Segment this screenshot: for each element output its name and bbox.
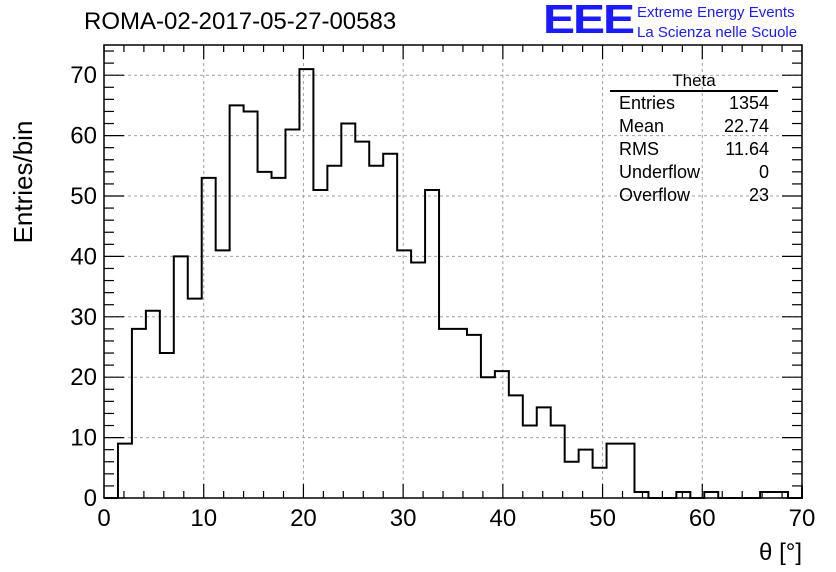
y-tick-label: 70 xyxy=(70,62,97,89)
x-tick-label: 50 xyxy=(589,505,616,532)
page-title: ROMA-02-2017-05-27-00583 xyxy=(84,8,397,35)
plot-frame xyxy=(103,44,803,499)
logo-line-1: Extreme Energy Events xyxy=(637,4,795,21)
x-tick-label: 0 xyxy=(97,505,110,532)
x-tick-label: 30 xyxy=(390,505,417,532)
stats-value: 0 xyxy=(758,162,769,182)
histogram-series xyxy=(104,68,803,499)
stats-row: RMS 11.64 xyxy=(610,138,778,161)
stats-value: 11.64 xyxy=(725,139,769,159)
stats-label: RMS xyxy=(619,139,659,159)
stats-title: Theta xyxy=(610,72,778,92)
y-tick-label: 10 xyxy=(70,425,97,452)
y-tick-label: 0 xyxy=(84,485,97,512)
stats-label: Overflow xyxy=(619,185,691,205)
y-tick-label: 30 xyxy=(70,304,97,331)
stats-value: 23 xyxy=(748,185,769,205)
stats-label: Underflow xyxy=(619,162,701,182)
x-tick-label: 60 xyxy=(689,505,716,532)
y-axis-label: Entries/bin xyxy=(8,121,38,244)
x-tick-label: 10 xyxy=(190,505,217,532)
stats-row: Entries 1354 xyxy=(610,92,778,115)
stats-row: Underflow 0 xyxy=(610,161,778,184)
x-tick-label: 70 xyxy=(789,505,816,532)
stats-label: Mean xyxy=(619,116,665,136)
y-tick-label: 20 xyxy=(70,364,97,391)
grid-lines xyxy=(104,45,802,498)
stats-row: Mean 22.74 xyxy=(610,115,778,138)
stats-value: 22.74 xyxy=(723,116,769,136)
eee-logo: EEE xyxy=(543,0,635,43)
y-tick-labels: 0 10 20 30 40 50 60 70 xyxy=(70,62,97,512)
x-axis-label: θ [°] xyxy=(759,539,802,566)
x-tick-label: 40 xyxy=(490,505,517,532)
stats-box: Theta Entries 1354 Mean 22.74 RMS 11.64 … xyxy=(610,72,778,207)
axis-ticks xyxy=(103,45,803,499)
y-tick-label: 40 xyxy=(70,243,97,270)
stats-row: Overflow 23 xyxy=(610,184,778,207)
stats-label: Entries xyxy=(619,93,676,113)
x-tick-labels: 0 10 20 30 40 50 60 70 xyxy=(97,505,815,532)
y-tick-label: 60 xyxy=(70,123,97,150)
y-tick-label: 50 xyxy=(70,183,97,210)
stats-value: 1354 xyxy=(728,93,769,113)
logo-line-2: La Scienza nelle Scuole xyxy=(637,24,798,41)
x-tick-label: 20 xyxy=(290,505,317,532)
